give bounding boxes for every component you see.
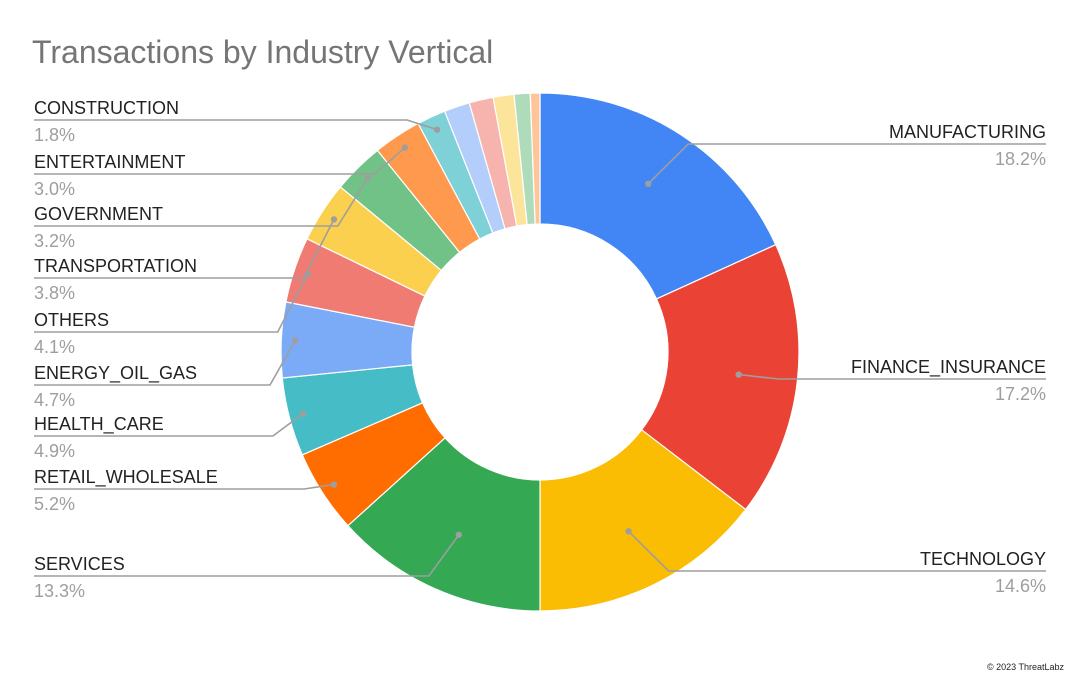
value-manufacturing: 18.2% <box>995 149 1046 169</box>
label-health-care: HEALTH_CARE <box>34 414 164 435</box>
value-energy-oil-gas: 4.7% <box>34 390 75 410</box>
leader-line-transportation <box>34 219 335 279</box>
leader-dot-entertainment <box>401 144 409 151</box>
leader-dot-health-care <box>299 410 307 417</box>
leader-line-services <box>34 534 460 577</box>
value-technology: 14.6% <box>995 576 1046 596</box>
copyright-text: © 2023 ThreatLabz <box>986 662 1064 672</box>
value-construction: 1.8% <box>34 125 75 145</box>
label-energy-oil-gas: ENERGY_OIL_GAS <box>34 363 197 384</box>
value-health-care: 4.9% <box>34 441 75 461</box>
value-government: 3.2% <box>34 231 75 251</box>
leader-line-finance-insurance <box>738 373 1046 380</box>
label-government: GOVERNMENT <box>34 204 163 224</box>
leader-dot-technology <box>625 528 632 535</box>
leader-dot-finance-insurance <box>735 371 742 378</box>
value-entertainment: 3.0% <box>34 179 75 199</box>
slice-minor-16 <box>529 92 541 225</box>
leader-dot-retail-wholesale <box>330 481 338 488</box>
leader-line-government <box>34 177 369 227</box>
leader-line-technology <box>627 530 1046 572</box>
label-retail-wholesale: RETAIL_WHOLESALE <box>34 467 218 488</box>
label-construction: CONSTRUCTION <box>34 98 179 118</box>
leader-dot-government <box>364 174 372 181</box>
value-services: 13.3% <box>34 581 85 601</box>
label-entertainment: ENTERTAINMENT <box>34 152 185 172</box>
label-services: SERVICES <box>34 554 125 574</box>
leader-dot-construction <box>433 126 441 133</box>
value-transportation: 3.8% <box>34 283 75 303</box>
leader-line-retail-wholesale <box>34 483 335 490</box>
label-others: OTHERS <box>34 310 109 330</box>
leader-line-manufacturing <box>647 143 1046 185</box>
slice-services <box>347 437 541 612</box>
leader-dot-manufacturing <box>645 180 652 188</box>
leader-line-health-care <box>34 413 304 437</box>
value-retail-wholesale: 5.2% <box>34 494 75 514</box>
label-transportation: TRANSPORTATION <box>34 256 197 276</box>
slice-manufacturing <box>539 92 777 300</box>
slices-group <box>280 92 800 612</box>
chart-title: Transactions by Industry Vertical <box>32 34 494 70</box>
leader-line-construction <box>34 119 438 131</box>
leader-dot-transportation <box>330 216 338 223</box>
label-technology: TECHNOLOGY <box>920 549 1046 569</box>
label-finance-insurance: FINANCE_INSURANCE <box>851 357 1046 378</box>
value-others: 4.1% <box>34 337 75 357</box>
leader-lines-group <box>34 119 1046 577</box>
leader-line-others <box>34 273 309 333</box>
leader-dot-energy-oil-gas <box>292 337 299 344</box>
leader-line-entertainment <box>34 147 406 175</box>
slice-finance-insurance <box>640 243 800 511</box>
leader-dot-services <box>455 531 463 538</box>
labels-group: MANUFACTURING 18.2% FINANCE_INSURANCE 17.2%… <box>34 98 1046 601</box>
label-manufacturing: MANUFACTURING <box>889 122 1046 142</box>
leader-line-energy-oil-gas <box>34 340 296 386</box>
slice-technology <box>539 428 747 612</box>
value-finance-insurance: 17.2% <box>995 384 1046 404</box>
